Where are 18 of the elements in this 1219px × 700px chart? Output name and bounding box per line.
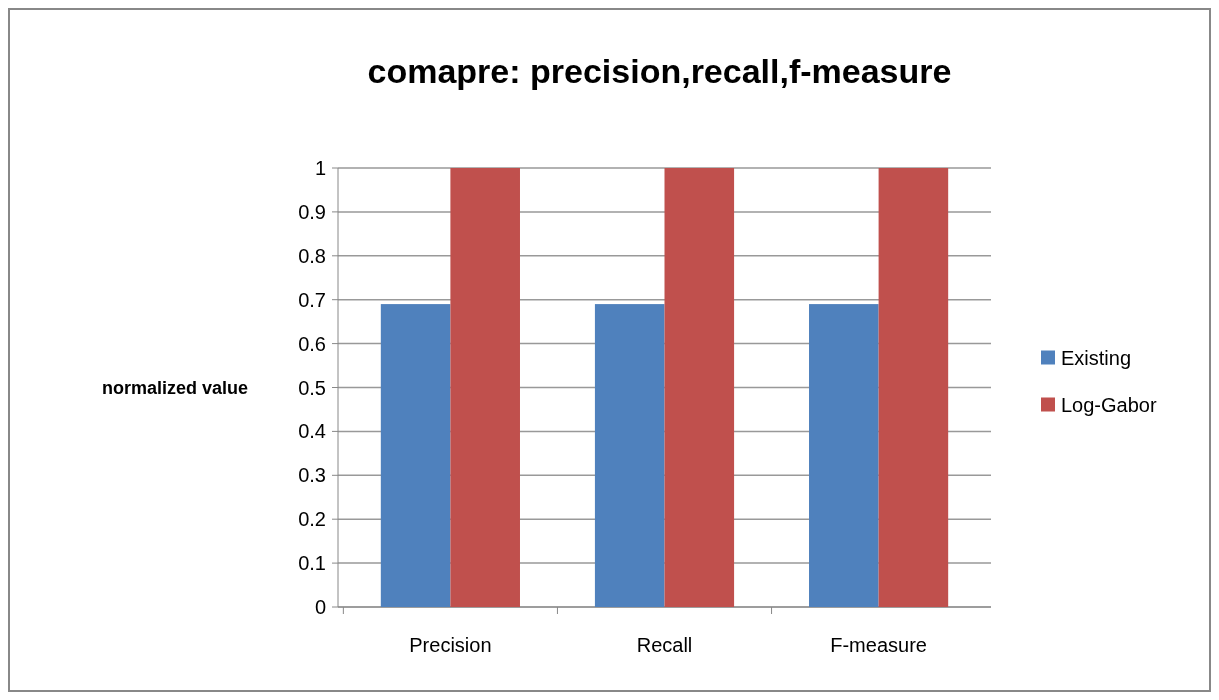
x-tick-label: Recall — [636, 634, 693, 656]
y-tick-label: 0.5 — [298, 376, 326, 399]
y-tick-label: 0.3 — [298, 464, 326, 487]
y-tick-label: 0.1 — [298, 552, 326, 575]
legend-label: Log-Gabor — [1061, 393, 1157, 416]
y-tick-label: 0.7 — [298, 288, 326, 311]
x-tick-label: Precision — [409, 634, 492, 656]
y-tick-label: 0.8 — [298, 244, 326, 267]
y-tick-label: 0 — [314, 596, 326, 618]
y-tick-label: 0.2 — [298, 508, 326, 531]
chart-title: comapre: precision,recall,f-measure — [367, 52, 952, 90]
legend-label: Existing — [1061, 346, 1132, 369]
x-tick-label: F-measure — [830, 634, 927, 656]
y-axis-title: normalized value — [101, 377, 248, 398]
y-tick-label: 0.6 — [298, 332, 326, 355]
y-tick-label: 0.9 — [298, 200, 326, 223]
y-tick-label: 0.4 — [298, 420, 326, 443]
y-tick-label: 1 — [314, 157, 326, 179]
